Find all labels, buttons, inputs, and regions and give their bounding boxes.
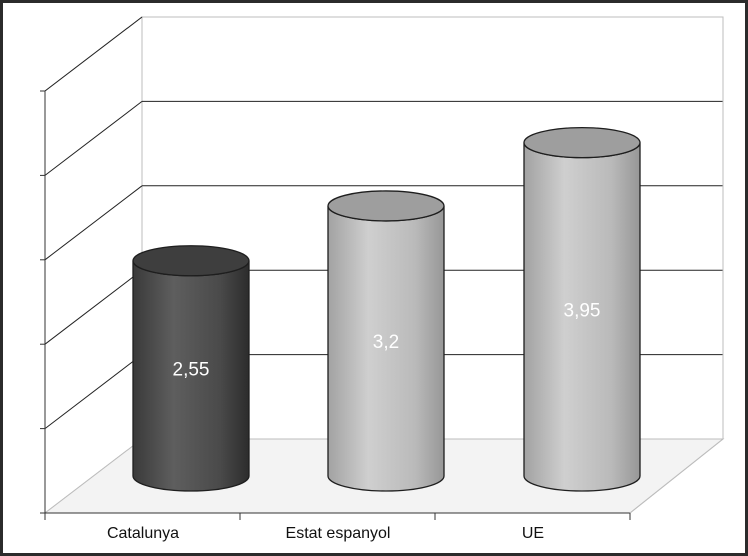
bars — [132, 126, 641, 492]
category-label-ue: UE — [522, 525, 544, 542]
value-label-ue: 3,95 — [564, 300, 601, 321]
bar-estat-espanyol — [327, 190, 445, 492]
bar-catalunya — [132, 245, 250, 492]
category-labels: Catalunya Estat espanyol UE — [107, 525, 544, 542]
bar-top — [523, 126, 641, 159]
bar-top — [327, 190, 445, 222]
y-ticks — [40, 90, 45, 514]
side-gridline — [44, 354, 143, 429]
value-label-estat-espanyol: 3,2 — [373, 332, 399, 353]
floor-front-edge — [629, 438, 724, 514]
side-gridline — [44, 101, 143, 176]
category-label-catalunya: Catalunya — [107, 525, 179, 542]
category-label-estat-espanyol: Estat espanyol — [286, 525, 391, 542]
value-labels: 2,55 3,2 3,95 — [173, 300, 601, 380]
value-label-catalunya: 2,55 — [173, 359, 210, 380]
axes — [44, 17, 724, 514]
bar-ue — [523, 126, 641, 492]
x-ticks — [44, 513, 631, 520]
side-gridline — [44, 269, 143, 345]
bar-top — [132, 245, 250, 277]
side-gridline — [44, 185, 143, 261]
cylinder-bar-chart: 2,55 3,2 3,95 Catalunya Estat espanyol UE — [40, 15, 725, 542]
side-gridline — [44, 16, 143, 92]
side-wall — [44, 15, 143, 515]
